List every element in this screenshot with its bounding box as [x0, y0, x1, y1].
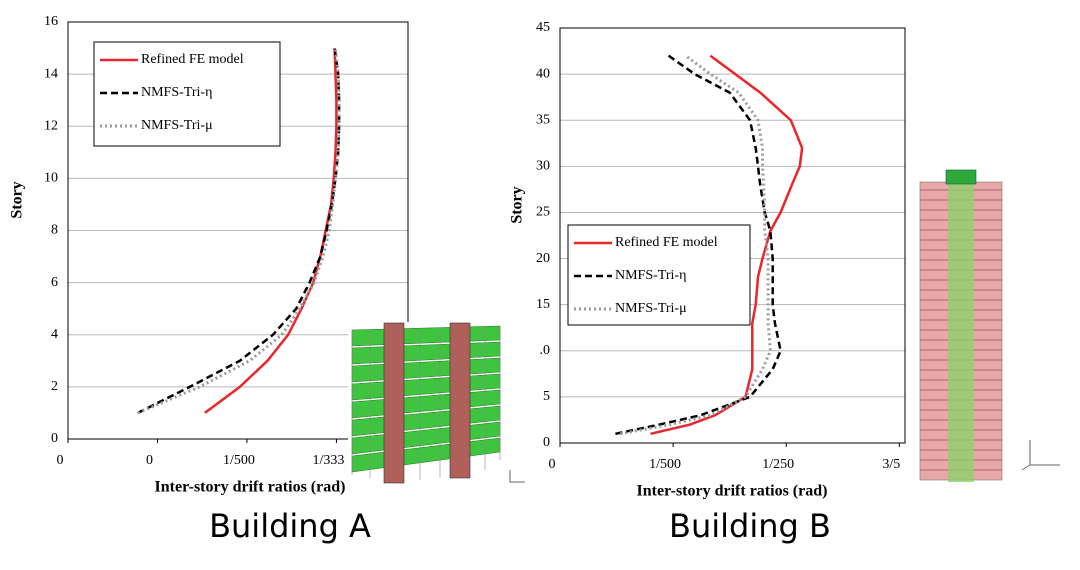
y-tick-label: 25	[536, 205, 550, 220]
y-tick-label: 10	[44, 171, 58, 186]
y-tick-label: 6	[51, 275, 58, 290]
x-axis-title: Inter-story drift ratios (rad)	[637, 483, 828, 500]
y-tick-label: 15	[536, 297, 550, 312]
y-tick-label: 0	[543, 435, 550, 450]
chart-caption: Building A	[209, 507, 371, 545]
y-tick-label: 45	[536, 20, 550, 35]
data-line	[615, 54, 782, 436]
y-tick-label: 30	[536, 159, 550, 174]
chart-caption: Building B	[669, 507, 831, 545]
legend-label: NMFS-Tri-η	[141, 85, 212, 100]
plot-frame	[559, 27, 906, 444]
x-tick-label: 0	[57, 453, 64, 468]
legend-label: NMFS-Tri-μ	[141, 118, 213, 133]
y-tick-label: 12	[44, 118, 58, 133]
building-b-model	[919, 169, 1060, 482]
x-tick-label: 1/500	[649, 457, 681, 472]
x-axis-title: Inter-story drift ratios (rad)	[155, 479, 346, 496]
y-tick-label: .0	[540, 343, 551, 358]
legend-label: NMFS-Tri-η	[615, 268, 686, 283]
building-a-model	[348, 322, 525, 487]
y-tick-label: 35	[536, 112, 550, 127]
y-tick-label: 0	[51, 431, 58, 446]
x-tick-label: 0	[549, 457, 556, 472]
x-tick-label: 0	[146, 453, 153, 468]
data-line	[619, 54, 772, 436]
x-tick-label: 1/250	[762, 457, 794, 472]
x-tick-label: 1/333	[312, 453, 344, 468]
charts: 0 2 4 6 8 10 12 14 16 0 0 1/500 1/333 Refined FE mode…	[9, 14, 906, 545]
legend-label: Refined FE model	[141, 52, 244, 67]
y-tick-label: 14	[44, 66, 58, 81]
y-tick-label: 20	[536, 251, 550, 266]
y-tick-label: 40	[536, 66, 550, 81]
x-tick-label: 3/5	[882, 457, 900, 472]
y-axis-title: Story	[9, 181, 26, 218]
legend-label: NMFS-Tri-μ	[615, 301, 687, 316]
legend-label: Refined FE model	[615, 235, 718, 250]
y-tick-label: 16	[44, 14, 58, 29]
data-line	[137, 47, 341, 415]
y-tick-label: 8	[51, 223, 58, 238]
plot-frame	[67, 21, 409, 440]
data-line	[137, 47, 341, 415]
y-tick-label: 5	[543, 389, 550, 404]
y-tick-label: 2	[51, 379, 58, 394]
y-tick-label: 4	[51, 327, 58, 342]
y-axis-title: Story	[509, 186, 526, 223]
x-tick-label: 1/500	[223, 453, 255, 468]
